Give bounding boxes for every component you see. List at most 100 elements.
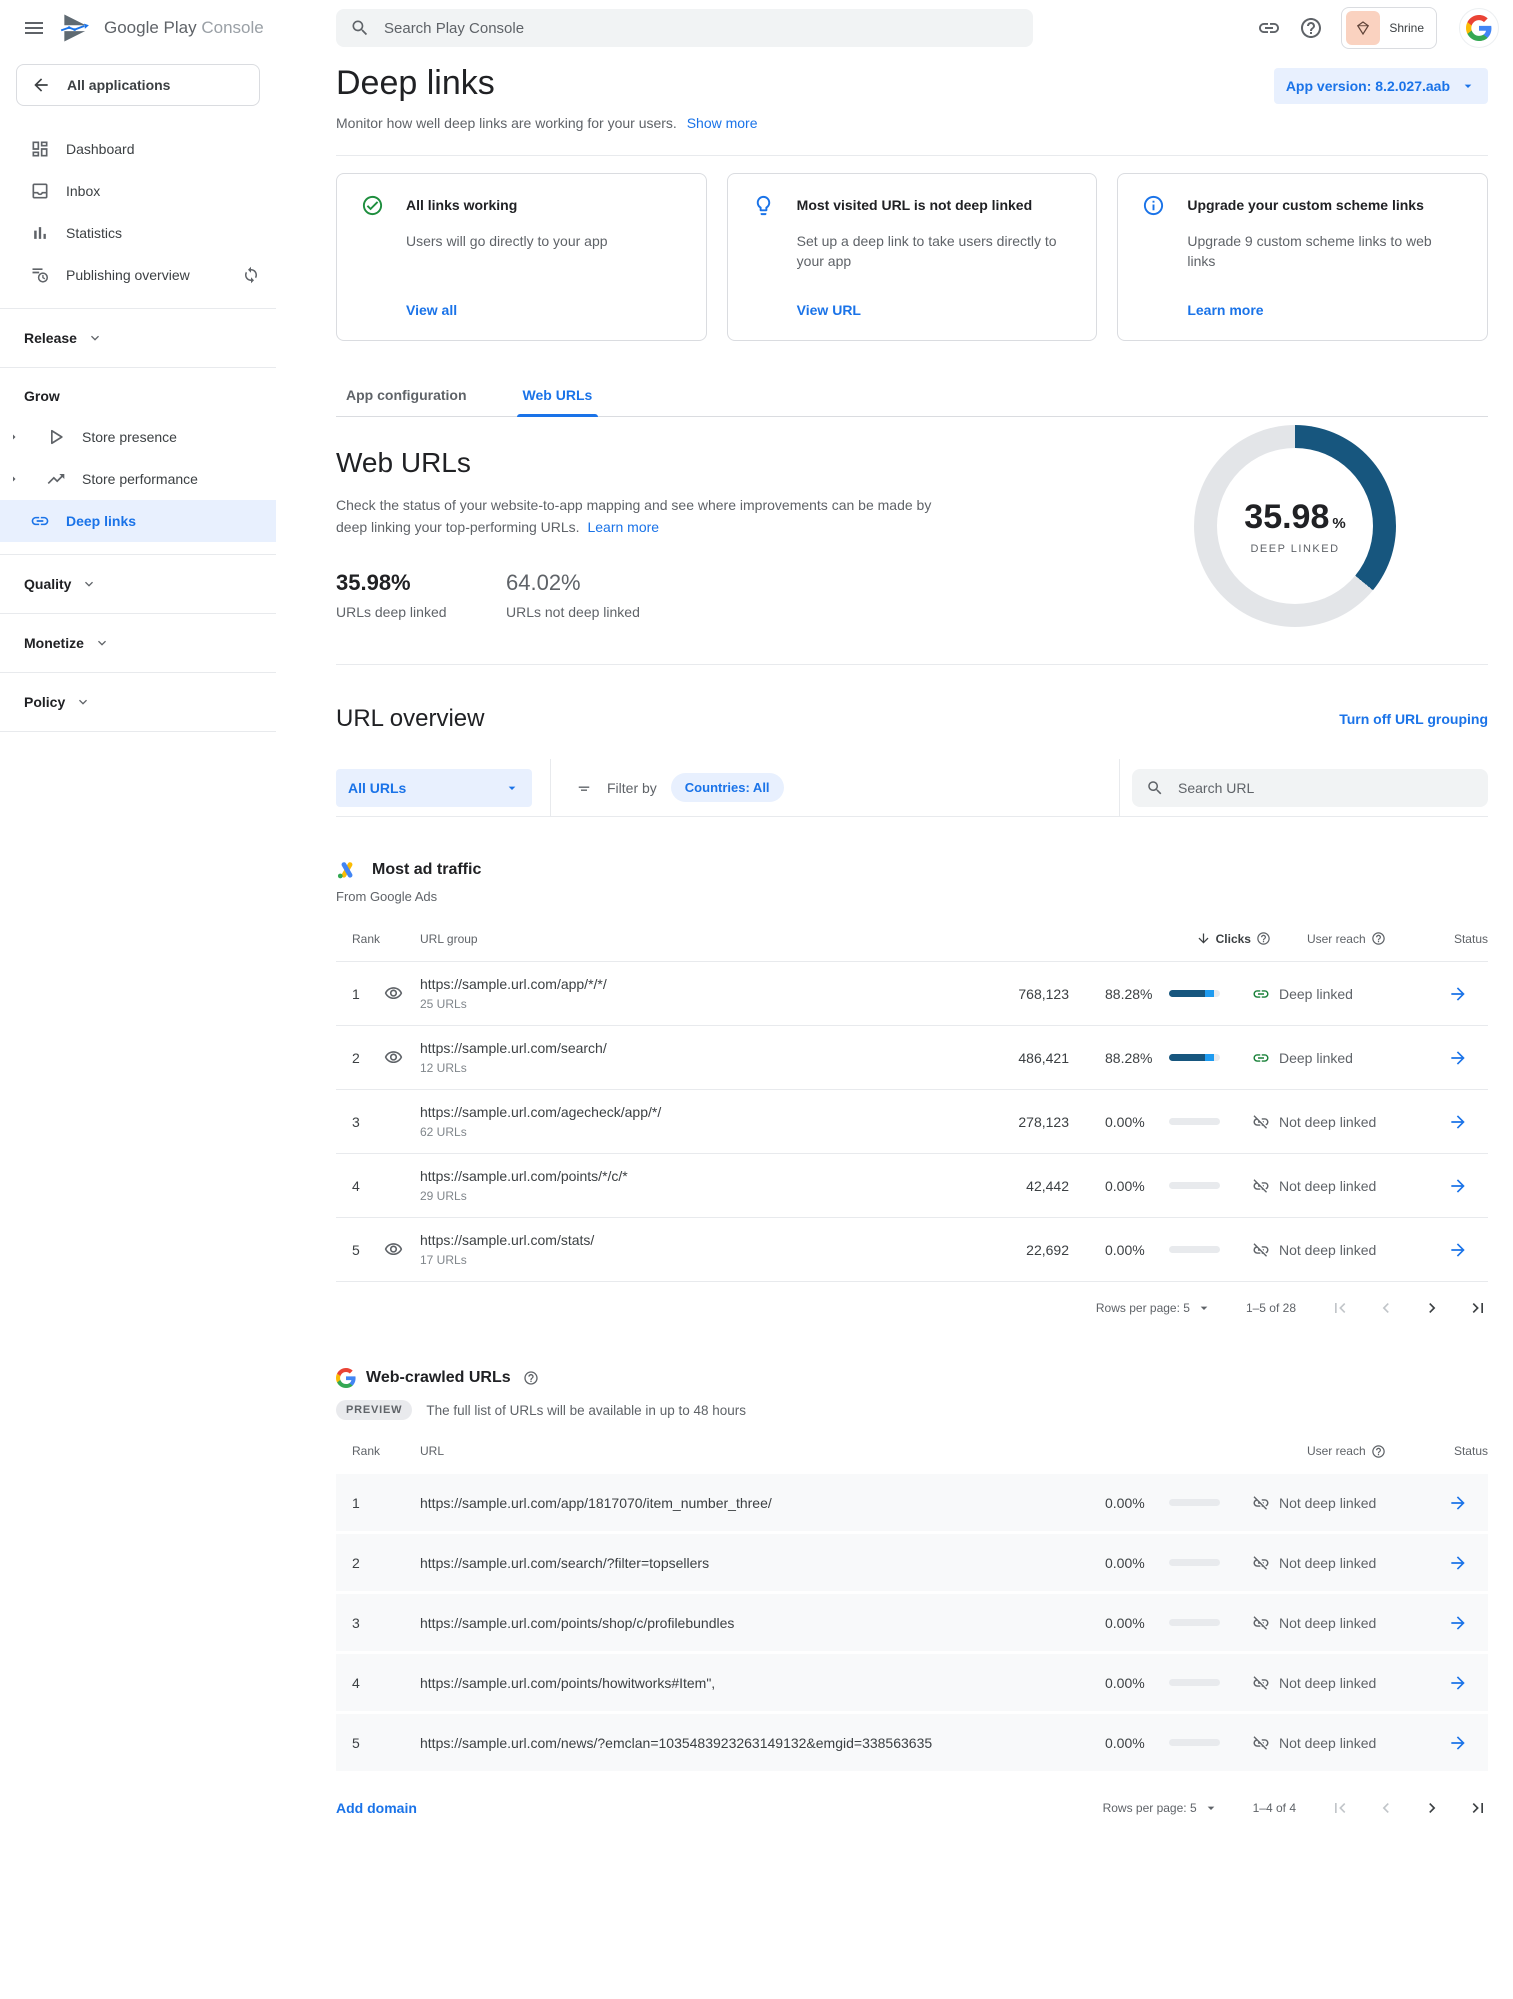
open-row-arrow[interactable] <box>1448 1493 1468 1513</box>
sidebar-item-store-performance[interactable]: Store performance <box>0 458 276 500</box>
open-row-arrow[interactable] <box>1448 1240 1468 1260</box>
table-row[interactable]: 2 https://sample.url.com/search/?filter=… <box>336 1534 1488 1595</box>
table-row[interactable]: 5 https://sample.url.com/news/?emclan=10… <box>336 1714 1488 1775</box>
open-row-arrow[interactable] <box>1448 1673 1468 1693</box>
table-row[interactable]: 5 https://sample.url.com/stats/17 URLs 2… <box>336 1218 1488 1283</box>
sidebar-section-policy[interactable]: Policy <box>0 673 276 731</box>
search-url-box[interactable] <box>1132 768 1488 807</box>
table-row[interactable]: 1 https://sample.url.com/app/*/*/ 25 URLs… <box>336 962 1488 1027</box>
status-cell: Deep linked <box>1252 1049 1448 1067</box>
global-search[interactable] <box>336 9 1033 47</box>
account-avatar[interactable] <box>1459 8 1499 48</box>
table-row[interactable]: 1 https://sample.url.com/app/1817070/ite… <box>336 1474 1488 1535</box>
url-group: https://sample.url.com/app/*/*/ <box>420 976 607 993</box>
chevron-down-icon <box>75 694 91 710</box>
search-input[interactable] <box>382 18 1019 38</box>
ad-traffic-table: Rank URL group Clicks User reach Status … <box>336 916 1488 1334</box>
sidebar-item-statistics[interactable]: Statistics <box>0 212 276 254</box>
search-url-input[interactable] <box>1176 778 1474 797</box>
view-all-link[interactable]: View all <box>406 302 458 318</box>
app-version-dropdown[interactable]: App version: 8.2.027.aab <box>1273 68 1488 104</box>
eye-icon[interactable] <box>384 1240 403 1259</box>
last-page-icon[interactable] <box>1468 1298 1488 1318</box>
link-shortcut-icon[interactable] <box>1257 16 1281 40</box>
table-row[interactable]: 3 https://sample.url.com/agecheck/app/*/… <box>336 1090 1488 1155</box>
header-divider <box>336 155 1488 156</box>
open-row-arrow[interactable] <box>1448 1613 1468 1633</box>
turn-off-url-grouping-link[interactable]: Turn off URL grouping <box>1339 711 1488 728</box>
table-row[interactable]: 2 https://sample.url.com/search/12 URLs … <box>336 1026 1488 1091</box>
clicks-cell: 768,123 <box>1018 985 1069 1002</box>
tab-web-urls[interactable]: Web URLs <box>516 387 599 417</box>
help-circle-icon[interactable] <box>1371 931 1386 946</box>
card-body: Upgrade 9 custom scheme links to web lin… <box>1187 233 1432 270</box>
expand-caret-icon[interactable] <box>8 473 20 485</box>
open-row-arrow[interactable] <box>1448 1553 1468 1573</box>
rows-per-page-dropdown[interactable]: Rows per page: 5 <box>1103 1800 1219 1816</box>
previous-page-icon[interactable] <box>1376 1298 1396 1318</box>
open-row-arrow[interactable] <box>1448 1112 1468 1132</box>
open-row-arrow[interactable] <box>1448 1733 1468 1753</box>
previous-page-icon[interactable] <box>1376 1798 1396 1818</box>
open-row-arrow[interactable] <box>1448 1176 1468 1196</box>
sidebar-section-monetize[interactable]: Monetize <box>0 614 276 672</box>
inbox-icon <box>30 181 50 201</box>
open-row-arrow[interactable] <box>1448 984 1468 1004</box>
dashboard-icon <box>30 139 50 159</box>
status-cell: Not deep linked <box>1252 1177 1448 1195</box>
url-cell: https://sample.url.com/points/shop/c/pro… <box>420 1614 735 1631</box>
eye-icon[interactable] <box>384 1048 403 1067</box>
google-ads-icon <box>336 859 358 881</box>
sidebar-section-release[interactable]: Release <box>0 309 276 367</box>
help-icon[interactable] <box>1299 16 1323 40</box>
help-circle-icon[interactable] <box>1256 931 1271 946</box>
app-switcher[interactable]: Shrine <box>1341 7 1437 49</box>
link-off-icon <box>1252 1177 1270 1195</box>
table-row[interactable]: 4 https://sample.url.com/points/howitwor… <box>336 1654 1488 1715</box>
expand-caret-icon[interactable] <box>8 431 20 443</box>
all-applications-button[interactable]: All applications <box>16 64 260 106</box>
stat-value: 35.98% <box>336 570 411 596</box>
status-cell: Not deep linked <box>1252 1241 1448 1259</box>
help-circle-icon[interactable] <box>523 1370 539 1386</box>
menu-icon[interactable] <box>14 8 54 48</box>
first-page-icon[interactable] <box>1330 1298 1350 1318</box>
dropdown-arrow-icon <box>504 780 520 796</box>
play-console-logo[interactable]: Google Play Console <box>58 12 264 44</box>
open-row-arrow[interactable] <box>1448 1048 1468 1068</box>
eye-icon[interactable] <box>384 984 403 1003</box>
page-range-label: 1–5 of 28 <box>1245 1301 1296 1316</box>
filter-by-label: Filter by <box>607 779 657 796</box>
last-page-icon[interactable] <box>1468 1798 1488 1818</box>
reach-cell: 0.00% <box>1105 1177 1145 1194</box>
ad-traffic-pagination: Rows per page: 5 1–5 of 28 <box>336 1282 1488 1334</box>
sidebar-item-publishing-overview[interactable]: Publishing overview <box>0 254 276 296</box>
url-scope-dropdown[interactable]: All URLs <box>336 768 532 807</box>
reach-bar <box>1169 1499 1220 1507</box>
next-page-icon[interactable] <box>1422 1798 1442 1818</box>
sidebar-item-deep-links[interactable]: Deep links <box>0 500 276 542</box>
first-page-icon[interactable] <box>1330 1798 1350 1818</box>
sidebar-item-inbox[interactable]: Inbox <box>0 170 276 212</box>
learn-more-link[interactable]: Learn more <box>1187 302 1264 318</box>
sidebar-section-quality[interactable]: Quality <box>0 555 276 613</box>
add-domain-link[interactable]: Add domain <box>336 1800 417 1817</box>
col-rank: Rank <box>352 1444 381 1459</box>
rank-cell: 1 <box>352 985 360 1002</box>
col-clicks-sort[interactable]: Clicks <box>1161 931 1271 946</box>
web-crawled-table: Rank URL User reach Status 1 https://sam… <box>336 1428 1488 1832</box>
app-version-label: App version: 8.2.027.aab <box>1285 78 1450 94</box>
sidebar-item-dashboard[interactable]: Dashboard <box>0 128 276 170</box>
countries-filter-chip[interactable]: Countries: All <box>670 773 784 803</box>
top-bar: Google Play Console Shrine <box>0 0 1513 56</box>
learn-more-link[interactable]: Learn more <box>587 518 660 535</box>
show-more-link[interactable]: Show more <box>686 115 758 131</box>
sidebar-item-store-presence[interactable]: Store presence <box>0 416 276 458</box>
tab-app-configuration[interactable]: App configuration <box>346 387 467 403</box>
table-row[interactable]: 4 https://sample.url.com/points/*/c/* 29 … <box>336 1154 1488 1219</box>
help-circle-icon[interactable] <box>1371 1444 1386 1459</box>
view-url-link[interactable]: View URL <box>796 302 861 318</box>
table-row[interactable]: 3 https://sample.url.com/points/shop/c/p… <box>336 1594 1488 1655</box>
next-page-icon[interactable] <box>1422 1298 1442 1318</box>
rows-per-page-dropdown[interactable]: Rows per page: 5 <box>1096 1300 1212 1316</box>
